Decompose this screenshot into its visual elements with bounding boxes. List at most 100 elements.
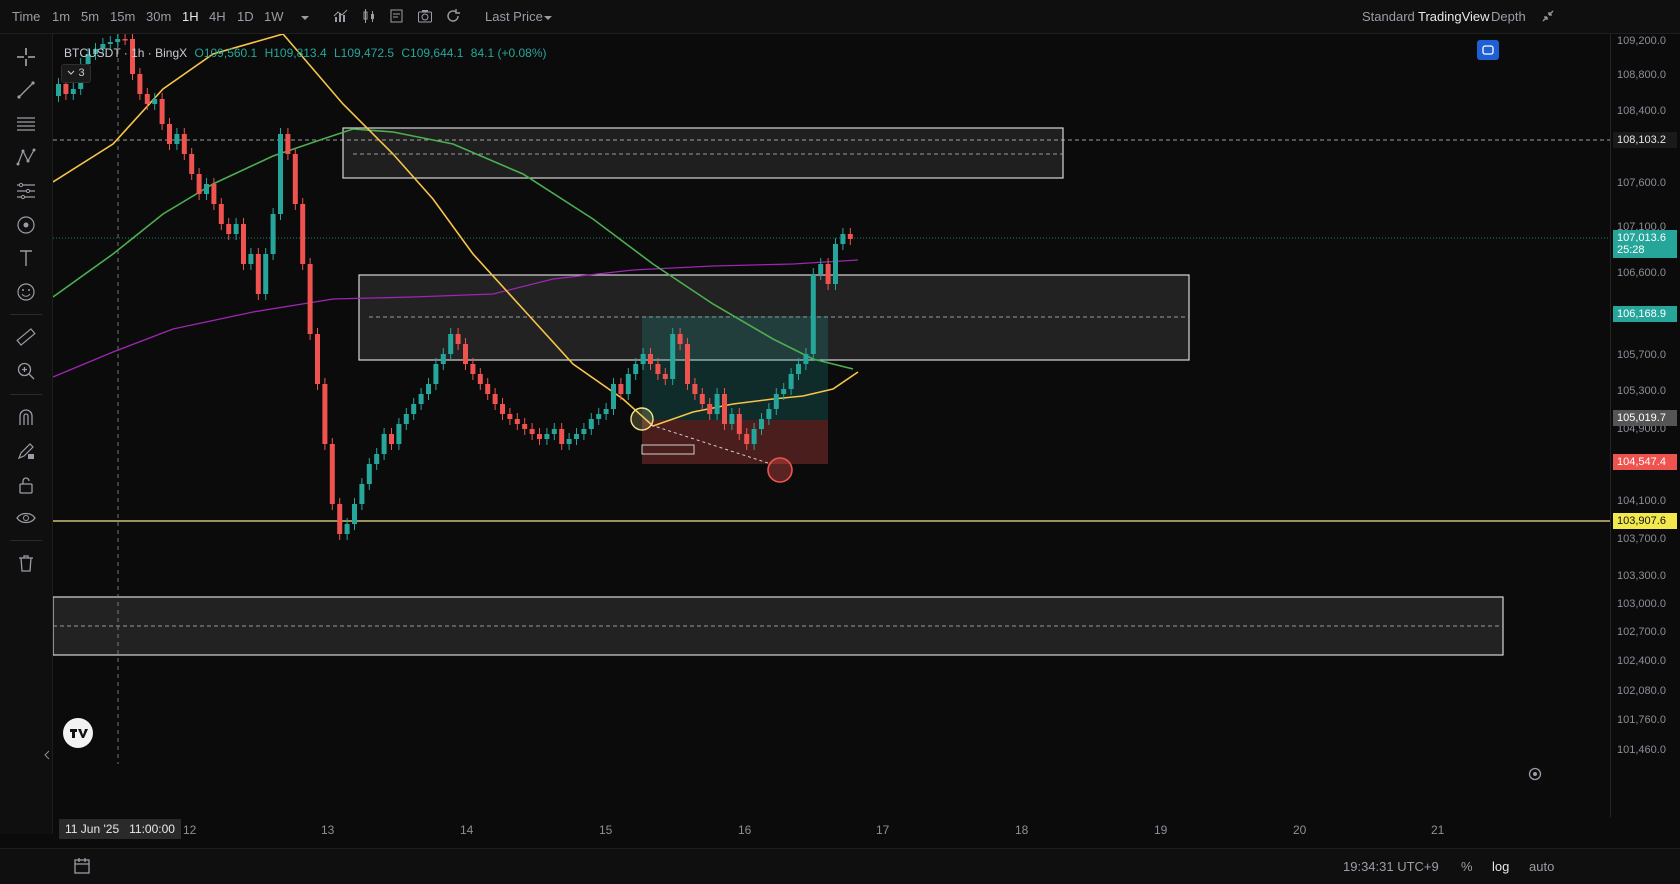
chevron-left-icon[interactable] xyxy=(43,750,51,760)
candle-body xyxy=(492,394,498,404)
indicators-collapse-button[interactable]: 3 xyxy=(61,64,91,83)
candle-body xyxy=(833,244,838,284)
text-icon[interactable] xyxy=(16,248,36,268)
close-value: C109,644.1 xyxy=(401,46,464,60)
entry-marker-box xyxy=(641,444,695,455)
eye-icon[interactable] xyxy=(16,508,36,528)
candle-body xyxy=(781,389,787,394)
ruler-icon[interactable] xyxy=(16,327,36,347)
candle-body xyxy=(618,384,624,394)
candle-body xyxy=(559,429,565,444)
price-axis-label: 102,700.0 xyxy=(1617,626,1666,638)
open-value: O109,560.1 xyxy=(194,46,258,60)
mode-tradingview[interactable]: TradingView xyxy=(1418,9,1490,24)
candles-type-icon[interactable] xyxy=(361,8,377,24)
high-value: H109,813.4 xyxy=(264,46,327,60)
candle-body xyxy=(167,124,172,144)
brush-icon[interactable] xyxy=(16,215,36,235)
candle-body xyxy=(374,454,380,464)
interval-1m[interactable]: 1m xyxy=(52,9,71,24)
candle-body xyxy=(241,224,246,264)
candle-body xyxy=(418,394,424,404)
magnet-icon[interactable] xyxy=(16,407,36,427)
time-axis-label: 12 xyxy=(183,823,197,837)
time-label[interactable]: Time xyxy=(12,9,41,24)
low-value: L109,472.5 xyxy=(333,46,395,60)
time-axis-label: 14 xyxy=(460,823,474,837)
time-axis-label: 15 xyxy=(599,823,613,837)
fib-icon[interactable] xyxy=(16,181,36,201)
price-axis[interactable]: 109,200.0 108,800.0 108,400.0 108,103.2 107,… xyxy=(1610,34,1680,817)
price-tag-level-top: 108,103.2 xyxy=(1613,132,1677,148)
change-value: 84.1 (+0.08%) xyxy=(470,46,547,60)
candle-body xyxy=(736,414,742,434)
time-axis-label: 16 xyxy=(738,823,752,837)
candle-body xyxy=(307,264,313,334)
candle-body xyxy=(300,204,306,264)
bottom-bar: 19:34:31 UTC+9 % log auto xyxy=(0,848,1680,884)
mode-depth[interactable]: Depth xyxy=(1491,9,1526,24)
interval-1h[interactable]: 1H xyxy=(182,9,199,24)
ma-long-line xyxy=(53,259,859,378)
candle-body xyxy=(455,334,461,344)
mode-standard[interactable]: Standard xyxy=(1362,9,1415,24)
zoom-icon[interactable] xyxy=(16,361,36,381)
log-toggle[interactable]: log xyxy=(1492,859,1510,874)
horizontal-lines-icon[interactable] xyxy=(16,114,36,134)
price-axis-label: 103,700.0 xyxy=(1617,533,1666,545)
interval-1w[interactable]: 1W xyxy=(264,9,284,24)
candle-body xyxy=(588,419,594,429)
pattern-icon[interactable] xyxy=(16,147,36,167)
emoji-icon[interactable] xyxy=(16,282,36,302)
template-icon[interactable] xyxy=(389,8,405,24)
time-axis[interactable]: 11 Jun '25 11:00:00 12 13 14 15 16 17 18 19 20 21 xyxy=(53,817,1611,843)
chevron-down-icon[interactable] xyxy=(297,10,313,26)
candle-body xyxy=(551,429,557,434)
trendline-icon[interactable] xyxy=(16,80,36,100)
camera-icon[interactable] xyxy=(417,8,433,24)
crosshair-icon[interactable] xyxy=(16,47,36,67)
lock-icon[interactable] xyxy=(16,475,36,495)
auto-toggle[interactable]: auto xyxy=(1529,859,1555,874)
price-tag-stop-loss: 104,547.4 xyxy=(1613,454,1677,470)
percent-toggle[interactable]: % xyxy=(1461,859,1473,874)
candle-body xyxy=(329,444,335,504)
candle-body xyxy=(189,154,195,174)
stoploss-circle xyxy=(767,457,793,483)
date-range-icon[interactable] xyxy=(73,857,91,875)
toolbar-divider xyxy=(10,540,42,541)
sync-button[interactable] xyxy=(1477,40,1499,60)
candle-body xyxy=(566,439,572,444)
reset-icon[interactable] xyxy=(445,8,461,24)
candle-body xyxy=(122,39,128,41)
symbol-label[interactable]: BTCUSDT · 1h · BingX xyxy=(64,46,188,60)
price-axis-label: 103,300.0 xyxy=(1617,570,1666,582)
price-axis-label: 107,600.0 xyxy=(1617,177,1666,189)
price-source-select[interactable]: Last Price xyxy=(485,9,543,24)
indicators-icon[interactable] xyxy=(333,8,349,24)
candle-body xyxy=(655,364,661,374)
interval-15m[interactable]: 15m xyxy=(110,9,136,24)
price-chart[interactable] xyxy=(53,34,1611,817)
candle-body xyxy=(218,204,224,224)
chevron-down-icon[interactable] xyxy=(540,10,556,26)
candle-body xyxy=(633,364,639,374)
interval-1d[interactable]: 1D xyxy=(237,9,254,24)
trash-icon[interactable] xyxy=(16,553,36,573)
interval-4h[interactable]: 4H xyxy=(209,9,226,24)
interval-30m[interactable]: 30m xyxy=(146,9,172,24)
tradingview-logo[interactable] xyxy=(63,718,93,748)
candle-body xyxy=(440,354,446,364)
candle-body xyxy=(670,334,676,379)
candle-body xyxy=(70,89,76,94)
lock-draw-icon[interactable] xyxy=(16,441,36,461)
clock-label[interactable]: 19:34:31 UTC+9 xyxy=(1343,859,1439,874)
chart-legend: BTCUSDT · 1h · BingX O109,560.1 H109,813… xyxy=(64,46,551,60)
price-axis-label: 108,800.0 xyxy=(1617,69,1666,81)
candle-body xyxy=(278,134,283,214)
candle-body xyxy=(56,84,61,96)
collapse-icon[interactable] xyxy=(1540,8,1556,24)
settings-icon[interactable] xyxy=(1527,766,1543,782)
interval-5m[interactable]: 5m xyxy=(81,9,100,24)
toolbar-divider xyxy=(10,314,42,315)
